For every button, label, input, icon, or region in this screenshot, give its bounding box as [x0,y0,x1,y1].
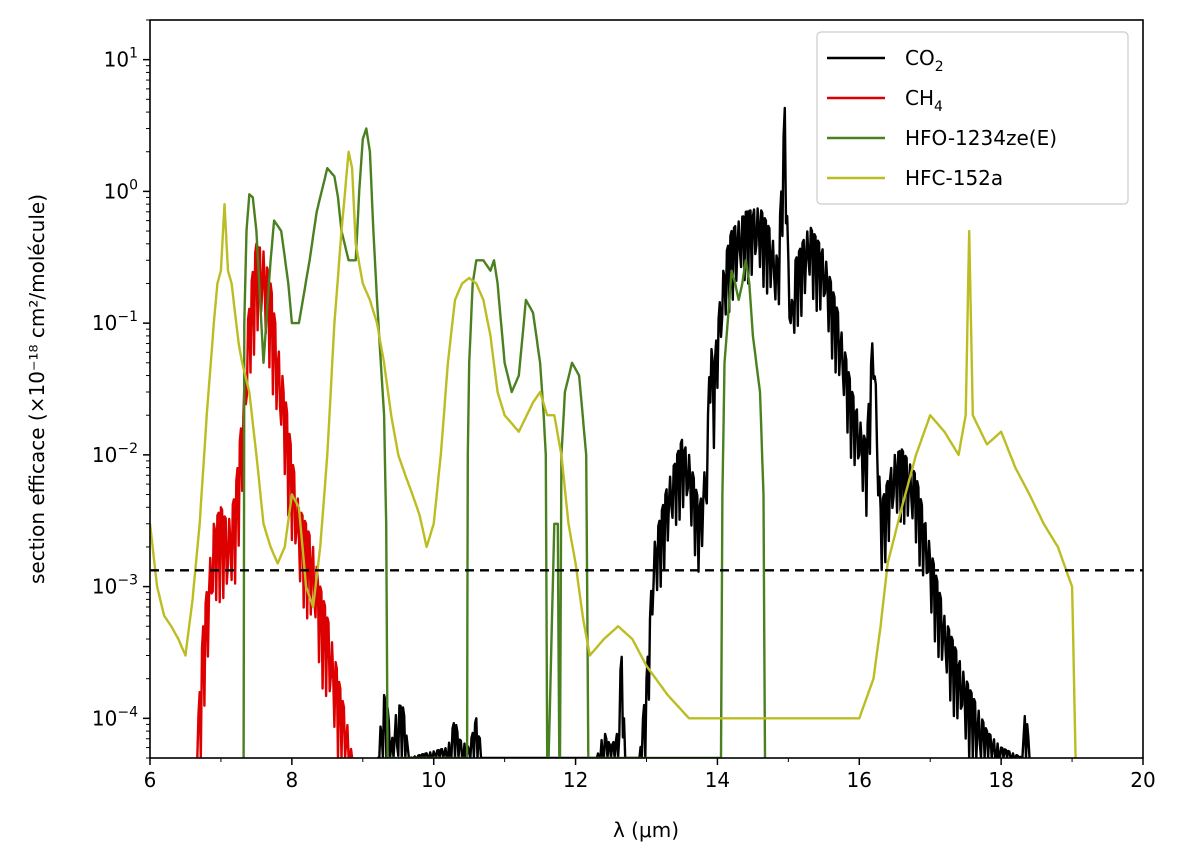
y-tick-label: 10−4 [92,704,138,730]
y-axis-label: section efficace (×10⁻¹⁸ cm²/molécule) [25,194,49,584]
y-tick-label: 10−1 [92,309,138,335]
legend: CO2 CH4 HFO-1234ze(E) HFC-152a [816,31,1129,205]
y-tick-label: 10−3 [92,573,138,599]
x-tick-label: 6 [144,768,157,792]
legend-label: HFO-1234ze(E) [905,126,1057,150]
series-line-hfc-152a [150,150,1077,758]
x-tick-label: 16 [847,768,872,792]
y-axis: 10−4 10−3 10−2 10−1 100 101 [92,19,150,759]
x-axis-label: λ (μm) [613,818,679,842]
x-axis: 6 8 10 12 14 16 18 20 [144,758,1156,792]
series-line-ch [196,242,354,758]
x-tick-label: 8 [285,768,298,792]
x-tick-label: 20 [1130,768,1155,792]
x-tick-label: 18 [988,768,1013,792]
y-tick-label: 10−2 [92,441,138,467]
series-line-co [377,106,1031,758]
x-tick-label: 14 [705,768,730,792]
y-tick-label: 101 [104,46,138,72]
y-tick-label: 100 [104,177,138,203]
x-tick-label: 10 [421,768,446,792]
legend-box [816,31,1129,205]
series-layer [150,106,1077,758]
x-tick-label: 12 [563,768,588,792]
legend-label: CO2 [905,46,944,75]
series-line-hfo-1234ze-e [242,127,767,758]
legend-label: CH4 [905,86,943,115]
legend-label: HFC-152a [905,166,1003,190]
